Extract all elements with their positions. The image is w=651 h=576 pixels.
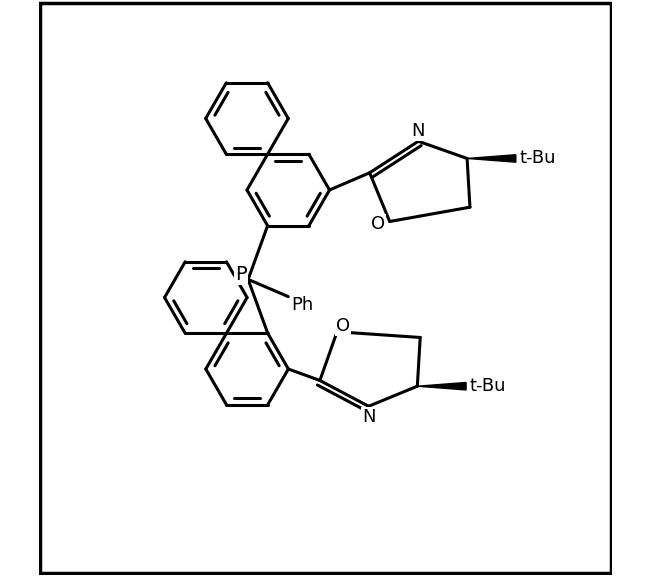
Text: t-Bu: t-Bu xyxy=(519,149,556,168)
Text: N: N xyxy=(411,122,425,140)
Polygon shape xyxy=(467,155,516,162)
Polygon shape xyxy=(417,382,466,390)
Text: O: O xyxy=(371,215,385,233)
Text: Ph: Ph xyxy=(292,296,314,314)
Text: N: N xyxy=(362,408,376,426)
Text: O: O xyxy=(336,317,350,335)
Text: P: P xyxy=(236,266,247,285)
Text: t-Bu: t-Bu xyxy=(469,377,506,395)
